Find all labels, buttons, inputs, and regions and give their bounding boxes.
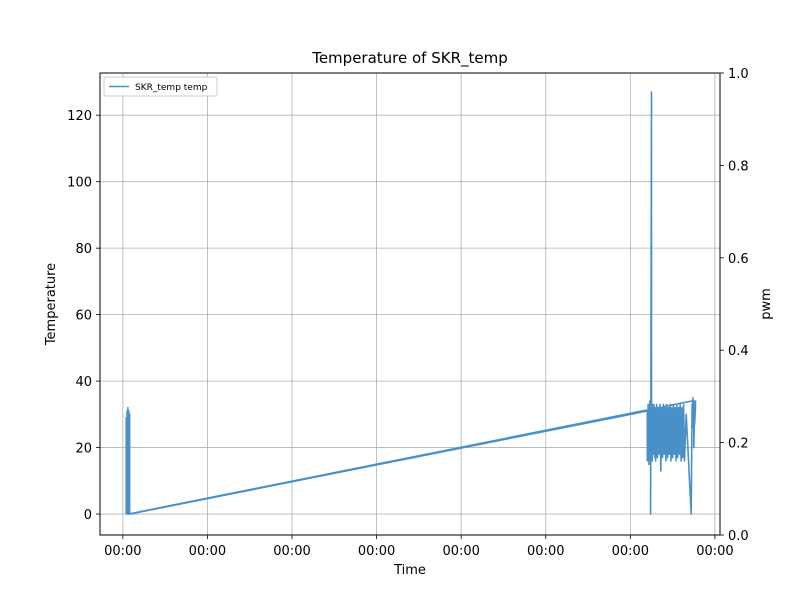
y-tick-label: 100 xyxy=(67,176,92,191)
y-tick-label: 60 xyxy=(75,309,92,324)
y-tick-label: 80 xyxy=(75,242,92,257)
y-axis-label: Temperature xyxy=(44,263,59,346)
y2-tick-label: 1.0 xyxy=(728,67,749,82)
grid xyxy=(100,73,720,535)
series-layer xyxy=(125,91,697,515)
y2-axis-label: pwm xyxy=(759,288,774,320)
y-tick-label: 0 xyxy=(84,508,92,523)
y2-tick-label: 0.2 xyxy=(728,437,749,452)
x-tick-label: 00:00 xyxy=(527,544,564,559)
legend-box xyxy=(103,76,218,97)
y2-tick-label: 0.0 xyxy=(728,529,749,544)
x-tick-label: 00:00 xyxy=(189,544,226,559)
x-tick-label: 00:00 xyxy=(696,544,733,559)
y-tick-label: 40 xyxy=(75,375,92,390)
x-tick-label: 00:00 xyxy=(273,544,310,559)
y-axis-right: 0.0 0.2 0.4 0.6 0.8 1.0 xyxy=(720,67,749,544)
x-tick-label: 00:00 xyxy=(442,544,479,559)
x-tick-label: 00:00 xyxy=(612,544,649,559)
y-axis-left: 0 20 40 60 80 100 120 xyxy=(67,109,100,523)
x-tick-label: 00:00 xyxy=(358,544,395,559)
y2-tick-label: 0.6 xyxy=(728,252,749,267)
y-tick-label: 120 xyxy=(67,109,92,124)
y2-tick-label: 0.4 xyxy=(728,344,749,359)
plot-frame xyxy=(99,72,721,536)
x-tick-label: 00:00 xyxy=(104,544,141,559)
chart-title: Temperature of SKR_temp xyxy=(311,49,508,68)
legend-label: SKR_temp temp xyxy=(135,83,208,93)
legend: SKR_temp temp xyxy=(103,76,218,97)
x-axis-label: Time xyxy=(393,563,426,578)
y-tick-label: 20 xyxy=(75,442,92,457)
y2-tick-label: 0.8 xyxy=(728,159,749,174)
x-axis: 00:00 00:00 00:00 00:00 00:00 00:00 00:00 00:00 xyxy=(104,535,734,559)
series-line-0 xyxy=(125,91,697,515)
